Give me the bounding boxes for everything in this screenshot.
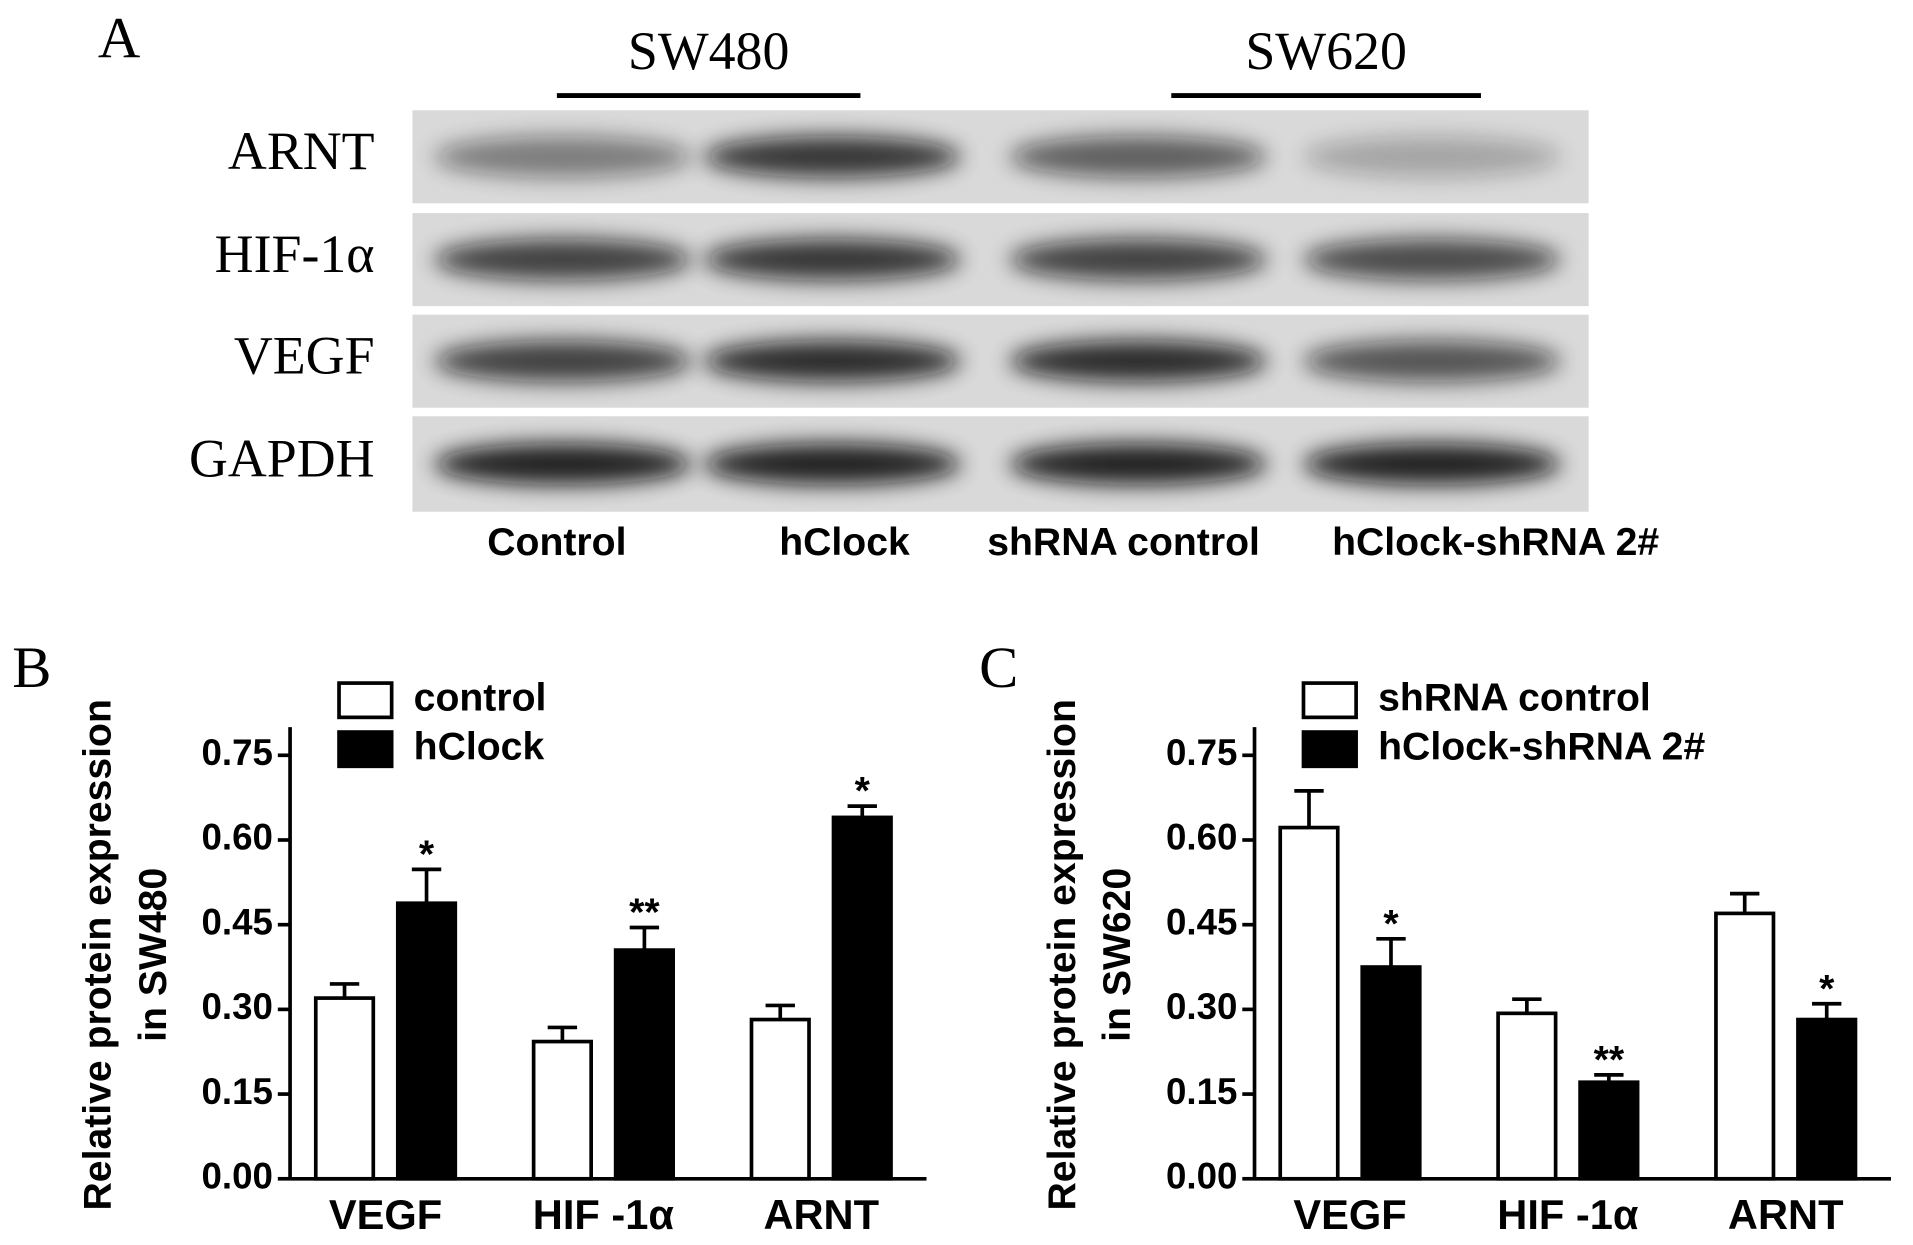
blot-band [1303,135,1561,178]
legend-label: shRNA control [1378,677,1651,720]
y-tick-label: 0.15 [201,1071,272,1112]
column-label: hClock [779,521,910,564]
blot-band [1009,340,1267,382]
row-label: VEGF [234,326,375,386]
panel-label: C [979,635,1018,700]
bar [313,996,376,1181]
western-blot [412,110,1589,512]
x-tick-label: ARNT [763,1191,879,1238]
blot-band [434,340,692,382]
blot-band [1303,340,1561,382]
significance-label: * [1383,903,1399,946]
row-label: HIF-1α [215,224,375,284]
bar [749,1017,811,1181]
significance-label: ** [629,892,660,935]
y-tick-label: 0.75 [1166,732,1237,773]
bar [1714,911,1776,1181]
blot-band [703,238,961,281]
column-label: hClock-shRNA 2# [1332,521,1659,564]
bar [1578,1080,1640,1181]
blot-band [434,443,692,485]
group-label: SW620 [1245,21,1407,81]
row-label: GAPDH [189,428,374,488]
y-tick-label: 0.30 [201,986,272,1027]
significance-label: * [419,833,435,876]
legend-label: hClock [414,726,545,769]
y-axis-label: in SW480 [132,868,175,1042]
bar [831,815,893,1181]
x-tick-label: VEGF [329,1191,442,1238]
y-tick-label: 0.00 [201,1155,272,1196]
x-tick-label: HIF -1α [533,1191,675,1238]
legend-swatch [337,681,394,720]
y-tick-label: 0.45 [201,901,272,942]
y-tick-label: 0.45 [1166,901,1237,942]
bar [1796,1017,1858,1181]
panel-label: B [12,635,51,700]
bar [531,1039,593,1181]
y-tick-label: 0.30 [1166,986,1237,1027]
group-label: SW480 [628,21,790,81]
significance-label: * [855,770,871,813]
legend-label: hClock-shRNA 2# [1378,726,1705,769]
y-axis-label: Relative protein expression [1041,699,1084,1210]
x-tick-label: VEGF [1293,1191,1406,1238]
y-axis-label: in SW620 [1096,868,1139,1042]
column-label: shRNA control [987,521,1260,564]
y-tick-label: 0.60 [1166,817,1237,858]
blot-band [703,135,961,178]
blot-band [434,238,692,281]
blot-band [1009,135,1267,178]
x-tick-label: ARNT [1728,1191,1844,1238]
blot-band [1009,443,1267,485]
bar [613,948,675,1181]
legend-swatch [337,730,394,769]
blot-band [703,340,961,382]
bar [1496,1011,1558,1181]
blot-band [703,443,961,485]
y-axis-label: Relative protein expression [77,699,120,1210]
blot-band [1009,238,1267,281]
bar [1278,825,1340,1181]
significance-label: ** [1594,1039,1625,1082]
blot-band [434,135,692,178]
significance-label: * [1819,968,1835,1011]
x-tick-label: HIF -1α [1497,1191,1639,1238]
y-tick-label: 0.75 [201,732,272,773]
legend-label: control [414,677,547,720]
legend-swatch [1301,681,1358,720]
bar [1360,965,1422,1181]
y-tick-label: 0.00 [1166,1155,1237,1196]
blot-band [1303,238,1561,281]
legend-swatch [1301,730,1358,769]
blot-band [1303,443,1561,485]
bar [395,901,458,1181]
y-tick-label: 0.60 [201,817,272,858]
column-label: Control [487,521,626,564]
row-label: ARNT [228,121,375,181]
panel-label: A [98,6,140,71]
y-tick-label: 0.15 [1166,1071,1237,1112]
